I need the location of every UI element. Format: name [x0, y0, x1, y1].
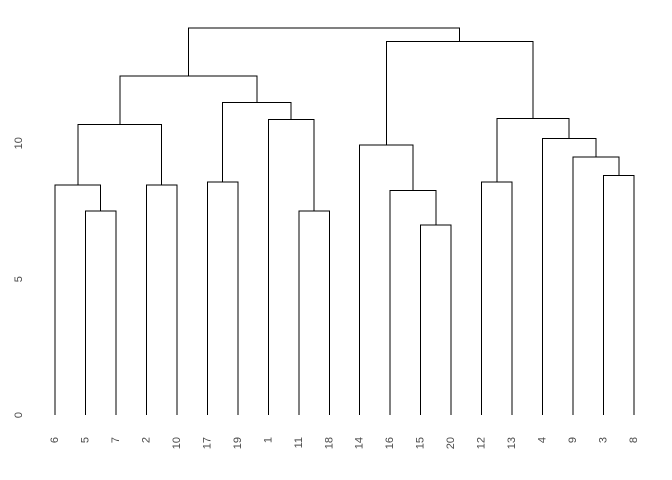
dendrogram-link: [119, 75, 258, 125]
leaf-label: 2: [140, 437, 152, 443]
leaf-label: 14: [354, 437, 366, 449]
dendrogram-link: [542, 138, 597, 415]
y-axis-tick-label: 5: [13, 276, 25, 282]
leaf-label: 1: [262, 437, 274, 443]
dendrogram-link: [222, 102, 292, 182]
dendrogram-link: [298, 210, 330, 415]
dendrogram-link: [77, 124, 163, 186]
leaf-label: 15: [415, 437, 427, 449]
dendrogram-link: [496, 118, 570, 182]
leaf-label: 18: [323, 437, 335, 449]
leaf-label: 20: [445, 437, 457, 449]
dendrogram-link: [420, 224, 452, 415]
leaf-label: 16: [384, 437, 396, 449]
leaf-label: 8: [628, 437, 640, 443]
leaf-label: 6: [49, 437, 61, 443]
dendrogram-link: [481, 181, 513, 415]
leaf-label: 3: [598, 437, 610, 443]
dendrogram-link: [385, 40, 534, 146]
y-axis-tick-label: 10: [13, 137, 25, 149]
dendrogram-link: [84, 210, 117, 415]
dendrogram-link: [267, 119, 315, 415]
dendrogram-link: [187, 27, 461, 77]
leaf-label: 17: [201, 437, 213, 449]
leaf-label: 11: [293, 437, 305, 448]
leaf-label: 12: [476, 437, 488, 449]
dendrogram-link: [389, 189, 437, 415]
dendrogram-link: [54, 184, 102, 415]
leaf-label: 13: [506, 437, 518, 449]
leaf-label: 19: [232, 437, 244, 449]
dendrogram-link: [206, 181, 239, 415]
leaf-label: 7: [110, 437, 122, 443]
dendrogram-link: [603, 174, 635, 415]
dendrogram-link: [145, 184, 178, 415]
y-axis-tick-label: 0: [13, 412, 25, 418]
dendrogram-link: [359, 144, 414, 415]
leaf-label: 5: [79, 437, 91, 443]
leaf-label: 9: [567, 437, 579, 443]
leaf-label: 10: [171, 437, 183, 449]
dendrogram-link: [572, 156, 620, 415]
leaf-label: 4: [537, 437, 549, 443]
